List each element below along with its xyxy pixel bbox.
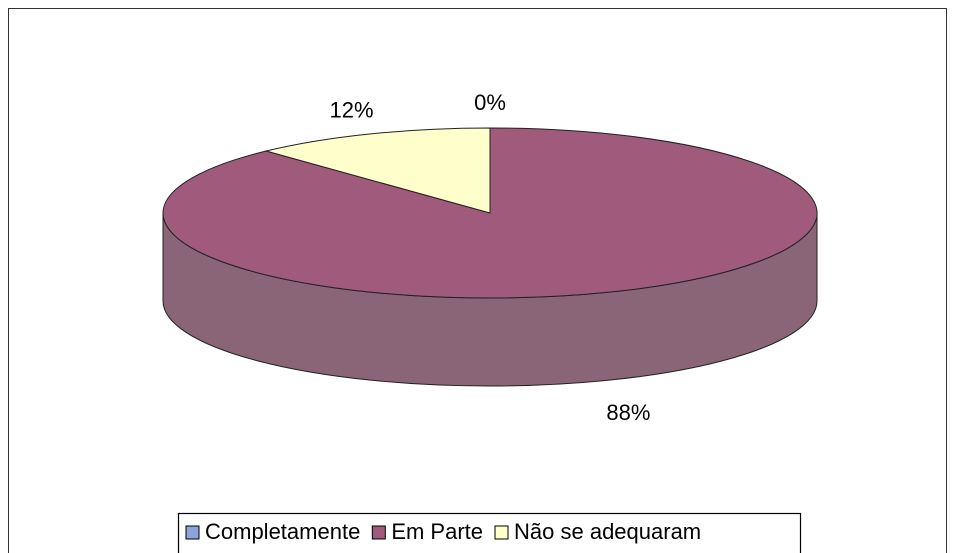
legend-swatch [371, 525, 386, 540]
legend-label: Completamente [205, 519, 360, 544]
slice [264, 127, 491, 214]
data-label: 12% [330, 98, 374, 123]
legend-swatch [185, 525, 200, 540]
data-label: 0% [474, 90, 506, 115]
legend-label: Em Parte [391, 519, 483, 544]
plot [162, 127, 818, 387]
data-label: 88% [606, 400, 650, 425]
legend [177, 512, 802, 553]
legend-label: Não se adequaram [514, 519, 701, 544]
legend-swatch [494, 525, 509, 540]
